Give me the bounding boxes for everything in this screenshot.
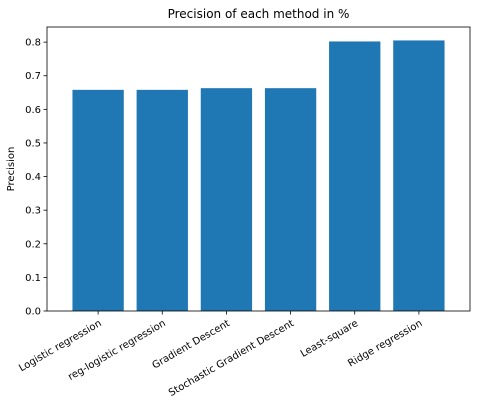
y-tick-label: 0.3 (25, 206, 41, 217)
y-axis-ticks: 0.0 0.1 0.2 0.3 0.4 0.5 0.6 0.7 0.8 (25, 38, 47, 318)
y-tick-label: 0.1 (25, 273, 41, 284)
plot-frame (46, 26, 471, 312)
bar (329, 41, 381, 311)
y-tick-label: 0.2 (25, 239, 41, 250)
y-axis-label: Precision (6, 147, 17, 192)
bar (264, 88, 317, 312)
y-tick-label: 0.5 (25, 138, 41, 149)
bar (136, 89, 188, 311)
y-tick-label: 0.6 (25, 105, 41, 116)
bar (72, 89, 124, 311)
y-tick-label: 0.0 (25, 307, 41, 318)
chart-title: Precision of each method in % (168, 7, 350, 21)
bar (200, 88, 253, 312)
x-tick-label: Stochastic Gradient Descent (167, 318, 296, 399)
bar (393, 40, 445, 311)
y-tick-label: 0.8 (25, 38, 41, 49)
x-tick-label: Least-square (299, 318, 360, 360)
bars-group (72, 40, 445, 312)
y-tick-label: 0.4 (25, 172, 41, 183)
y-tick-label: 0.7 (25, 71, 41, 82)
